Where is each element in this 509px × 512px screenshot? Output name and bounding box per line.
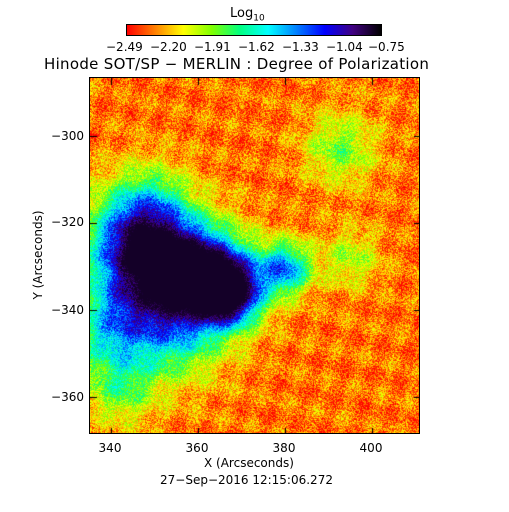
colorbar-tick: −1.04	[326, 40, 363, 54]
x-tick-label: 340	[98, 441, 122, 455]
colorbar-tick: −1.91	[194, 40, 231, 54]
x-axis-label: X (Arcseconds)	[204, 456, 294, 470]
x-tick-label: 380	[272, 441, 296, 455]
colorbar-tick: −2.49	[106, 40, 143, 54]
colorbar-title: Log10	[230, 6, 265, 24]
colorbar-tick: −1.33	[282, 40, 319, 54]
colorbar-tick: −1.62	[238, 40, 275, 54]
x-tick-label: 400	[359, 441, 383, 455]
timestamp: 27−Sep−2016 12:15:06.272	[160, 473, 333, 487]
y-tick-label: −320	[51, 215, 84, 229]
y-tick-label: −340	[51, 303, 84, 317]
polarization-map	[89, 77, 420, 434]
polarization-map-image	[90, 78, 419, 433]
y-tick-label: −360	[51, 390, 84, 404]
colorbar-tick: −0.75	[368, 40, 405, 54]
y-axis-label: Y (Arcseconds)	[31, 210, 45, 300]
colorbar-tick: −2.20	[150, 40, 187, 54]
y-tick-label: −300	[51, 129, 84, 143]
plot-title: Hinode SOT/SP − MERLIN : Degree of Polar…	[44, 55, 430, 73]
colorbar	[126, 24, 382, 36]
colorbar-tick-labels: −2.49 −2.20 −1.91 −1.62 −1.33 −1.04 −0.7…	[106, 40, 406, 54]
x-tick-label: 360	[185, 441, 209, 455]
